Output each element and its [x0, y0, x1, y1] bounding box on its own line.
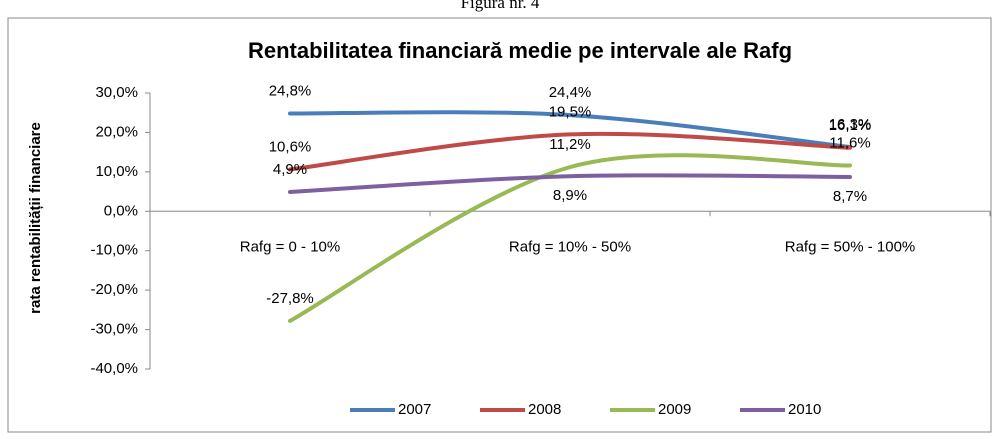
data-label: 4,9% — [273, 161, 307, 178]
figure-caption: Figura nr. 4 — [461, 0, 540, 12]
legend-label: 2009 — [658, 401, 691, 418]
data-label: -27,8% — [266, 290, 314, 307]
y-tick-label: -20,0% — [90, 281, 138, 298]
y-axis-label: rata rentabilității financiare — [27, 122, 44, 314]
chart-border — [7, 17, 992, 433]
x-tick-label: Rafg = 50% - 100% — [785, 238, 916, 255]
chart-title: Rentabilitatea financiară medie pe inter… — [248, 38, 792, 63]
y-tick-label: -30,0% — [90, 321, 138, 338]
legend-label: 2007 — [398, 401, 431, 418]
data-label: 11,2% — [549, 136, 590, 153]
line-series — [288, 153, 852, 323]
line-series — [288, 173, 852, 194]
x-tick-label: Rafg = 0 - 10% — [240, 238, 340, 255]
legend-label: 2008 — [528, 401, 561, 418]
data-label: 16,1% — [829, 117, 872, 134]
data-label: 19,5% — [549, 103, 592, 120]
data-label: 24,8% — [269, 82, 312, 99]
data-label: 10,6% — [269, 138, 312, 155]
data-label: 11,6% — [829, 135, 870, 152]
y-tick-label: 20,0% — [95, 123, 138, 140]
legend-label: 2010 — [788, 401, 821, 418]
data-label: 16,3% — [829, 116, 872, 133]
data-label: 24,4% — [549, 84, 592, 101]
y-tick-label: 30,0% — [95, 84, 138, 101]
y-tick-label: 0,0% — [104, 202, 138, 219]
data-label: 8,7% — [833, 188, 867, 205]
x-tick-label: Rafg = 10% - 50% — [509, 238, 631, 255]
y-tick-label: -40,0% — [90, 360, 138, 377]
y-tick-label: 10,0% — [95, 163, 138, 180]
line-series — [288, 131, 852, 172]
data-label: 8,9% — [553, 187, 587, 204]
line-series — [288, 110, 852, 150]
y-tick-label: -10,0% — [90, 242, 138, 259]
